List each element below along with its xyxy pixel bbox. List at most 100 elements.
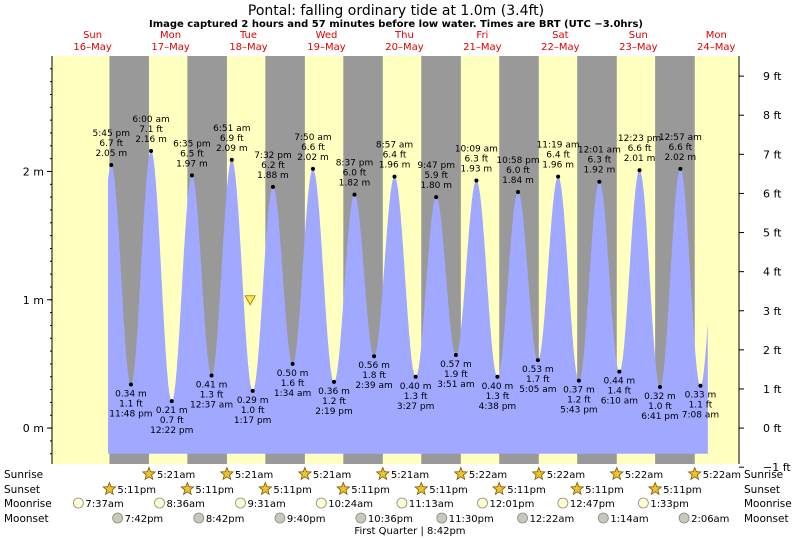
high-tide-point (352, 192, 357, 197)
chart-subtitle: Image captured 2 hours and 57 minutes be… (149, 19, 643, 30)
low-tide-meters: 0.50 m (277, 369, 309, 379)
moonset-moon-icon (193, 512, 205, 524)
low-tide-feet: 1.6 ft (281, 379, 305, 389)
sunrise-time: 5:22am (547, 470, 585, 481)
moonrise-time: 11:13am (409, 499, 454, 510)
right-axis-tick-label: 8 ft (763, 109, 782, 122)
low-tide-meters: 0.44 m (604, 377, 636, 387)
low-tide-meters: 0.56 m (358, 361, 390, 371)
high-tide-feet: 6.6 ft (301, 143, 325, 153)
moonset-label-left: Moonset (4, 513, 49, 525)
low-tide-meters: 0.40 m (400, 382, 432, 392)
low-tide-meters: 0.34 m (115, 389, 147, 399)
low-tide-point (495, 374, 500, 379)
high-tide-point (556, 174, 561, 179)
high-tide-point (189, 173, 194, 178)
high-tide-meters: 1.84 m (502, 176, 534, 186)
high-tide-meters: 2.02 m (297, 153, 329, 163)
low-tide-feet: 1.0 ft (241, 406, 265, 416)
sunrise-label-left: Sunrise (4, 469, 43, 481)
moonset-time: 10:36pm (368, 514, 413, 525)
low-tide-feet: 1.2 ft (567, 396, 591, 406)
high-tide-time: 6:35 pm (173, 139, 211, 149)
chart-title: Pontal: falling ordinary tide at 1.0m (3… (248, 3, 544, 19)
high-tide-feet: 6.4 ft (546, 151, 570, 161)
sunrise-star-icon (687, 466, 702, 481)
right-axis-tick-label: 7 ft (763, 148, 782, 161)
sunset-time: 5:11pm (663, 485, 702, 496)
high-tide-meters: 2.01 m (624, 154, 656, 164)
low-tide-time: 7:08 am (682, 411, 719, 421)
low-tide-feet: 1.1 ft (689, 401, 713, 411)
day-name: Wed (316, 30, 338, 41)
moonset-label-right: Moonset (744, 513, 789, 525)
low-tide-point (209, 373, 214, 378)
left-axis-tick-label: 0 m (23, 422, 44, 435)
high-tide-meters: 1.93 m (461, 164, 493, 174)
low-tide-meters: 0.36 m (318, 387, 350, 397)
sunrise-time: 5:21am (235, 470, 273, 481)
high-tide-time: 10:09 am (455, 144, 498, 154)
moonset-moon-icon (274, 512, 286, 524)
high-tide-time: 7:50 am (294, 133, 331, 143)
sunset-time: 5:11pm (429, 485, 468, 496)
high-tide-meters: 2.09 m (216, 144, 248, 154)
high-tide-feet: 6.4 ft (383, 151, 407, 161)
sunrise-star-icon (297, 466, 313, 481)
high-tide-feet: 6.3 ft (465, 154, 489, 164)
low-tide-feet: 0.7 ft (160, 416, 184, 426)
sunset-time: 5:11pm (195, 485, 234, 496)
low-tide-point (372, 354, 377, 359)
high-tide-time: 10:58 pm (496, 156, 539, 166)
right-axis-tick-label: 3 ft (763, 305, 782, 318)
sunrise-star-icon (141, 466, 157, 481)
sunrise-star-icon (375, 466, 391, 481)
day-name: Thu (394, 30, 414, 41)
sunrise-time: 5:21am (313, 470, 351, 481)
low-tide-time: 6:10 am (601, 397, 638, 407)
right-axis-tick-label: 5 ft (763, 227, 782, 240)
sunset-time: 5:11pm (273, 485, 312, 496)
high-tide-feet: 6.9 ft (220, 134, 244, 144)
high-tide-meters: 1.92 m (584, 166, 616, 176)
moonrise-moon-icon (396, 497, 408, 509)
moonrise-time: 10:24am (328, 499, 373, 510)
day-date: 22–May (541, 42, 579, 53)
high-tide-meters: 1.80 m (420, 181, 452, 191)
sunrise-time: 5:22am (469, 470, 507, 481)
chart-axes: 0 m 1 m 2 m −1 ft 0 ft 1 ft 2 ft 3 ft 4 ft 5 ft 6 … (23, 56, 791, 474)
low-tide-time: 4:38 pm (479, 402, 517, 412)
low-tide-feet: 1.3 ft (486, 392, 510, 402)
day-labels: Sun16–MayMon17–MayTue18–MayWed19–MayThu2… (73, 30, 735, 53)
high-tide-meters: 1.96 m (379, 161, 411, 171)
high-tide-feet: 6.0 ft (343, 169, 367, 179)
low-tide-point (576, 378, 581, 383)
high-tide-feet: 6.0 ft (506, 166, 530, 176)
high-tide-meters: 2.16 m (135, 135, 167, 145)
high-tide-meters: 1.88 m (257, 171, 289, 181)
sunrise-star-icon (453, 466, 469, 481)
high-tide-time: 7:32 pm (254, 151, 292, 161)
right-axis-tick-label: −1 ft (763, 461, 791, 474)
low-tide-point (169, 399, 174, 404)
high-tide-feet: 7.1 ft (139, 125, 163, 135)
low-tide-meters: 0.21 m (156, 406, 188, 416)
right-axis-tick-label: 0 ft (763, 422, 782, 435)
low-tide-point (453, 352, 458, 357)
low-tide-point (698, 383, 703, 388)
low-tide-time: 12:37 am (190, 400, 233, 410)
day-name: Sun (629, 30, 648, 41)
sunrise-time: 5:22am (625, 470, 663, 481)
high-tide-point (434, 195, 439, 200)
day-date: 20–May (385, 42, 423, 53)
moonrise-moon-icon (154, 497, 165, 509)
low-tide-point (250, 388, 255, 393)
high-tide-point (149, 148, 154, 153)
low-tide-meters: 0.57 m (440, 360, 472, 370)
right-axis-tick-label: 1 ft (763, 383, 782, 396)
low-tide-meters: 0.41 m (196, 380, 228, 390)
moonset-moon-icon (355, 512, 367, 524)
high-tide-meters: 1.97 m (176, 159, 208, 169)
sunset-time: 5:11pm (351, 485, 390, 496)
